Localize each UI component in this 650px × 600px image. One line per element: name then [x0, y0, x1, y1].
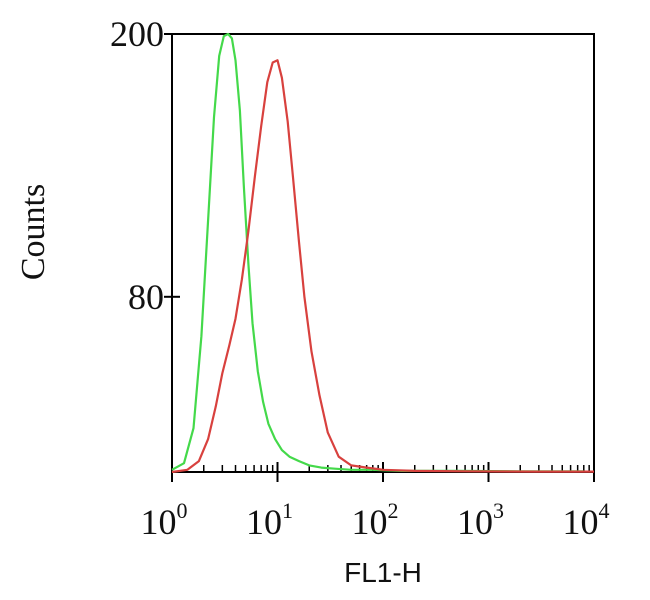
plot-frame [171, 33, 595, 473]
series-layer [171, 32, 594, 474]
y-tick-label: 200 [110, 14, 164, 54]
x-tick-label: 100 [141, 498, 188, 542]
y-axis-title: Counts [15, 184, 52, 280]
x-tick-label: 103 [457, 498, 504, 542]
series-line-2 [171, 59, 594, 474]
x-tick-label: 101 [246, 498, 293, 542]
x-tick-label: 102 [352, 498, 399, 542]
x-tick-labels: 100 101 102 103 104 [141, 498, 610, 542]
y-ticks [164, 33, 180, 298]
series-line-1 [171, 32, 584, 473]
y-tick-label: 80 [128, 277, 164, 317]
x-tick-label: 104 [563, 498, 610, 542]
y-tick-labels: 200 80 [110, 14, 164, 317]
x-axis-title: FL1-H [344, 557, 422, 588]
